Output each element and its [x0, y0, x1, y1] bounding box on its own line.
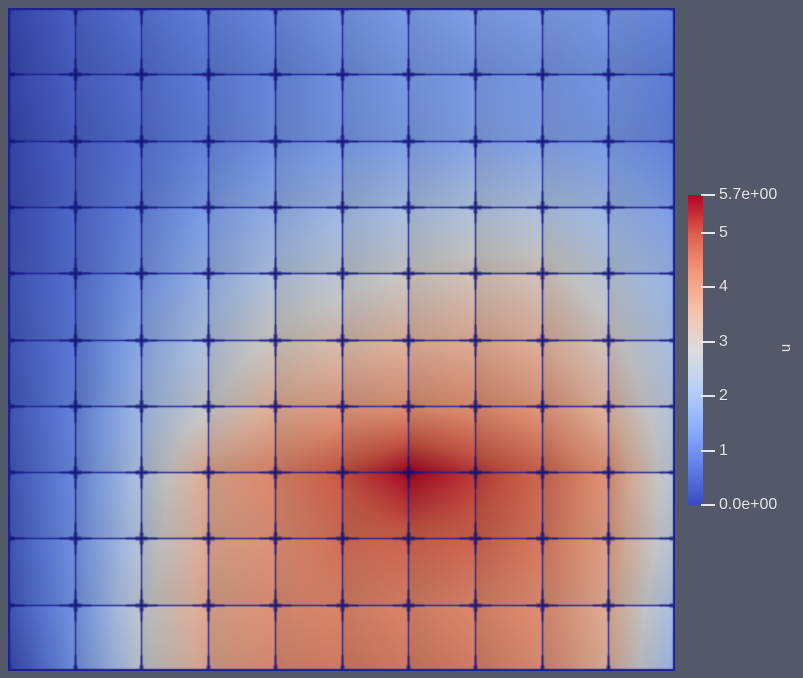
colorbar-tick-mark [701, 286, 715, 289]
colorbar-tick-mark [701, 504, 715, 506]
colorbar-tick-label: 5 [719, 224, 728, 242]
colorbar-gradient[interactable] [688, 195, 703, 505]
colorbar-tick-label: 1 [719, 441, 728, 459]
colorbar-tick-label: 4 [719, 278, 728, 296]
colorbar-tick-mark [701, 232, 715, 235]
colorbar-tick-mark [701, 449, 715, 452]
solution-mesh-canvas[interactable] [8, 8, 675, 671]
colorbar-tick-mark [701, 395, 715, 398]
colorbar-tick-mark [701, 194, 715, 196]
colorbar-title: u [776, 343, 794, 353]
colorbar-tick-mark [701, 340, 715, 343]
colorbar-tick-label: 5.7e+00 [719, 186, 778, 203]
colorbar-tick-label: 0.0e+00 [719, 496, 778, 513]
colorbar-tick-label: 3 [719, 332, 728, 350]
colorbar-tick-label: 2 [719, 387, 728, 405]
